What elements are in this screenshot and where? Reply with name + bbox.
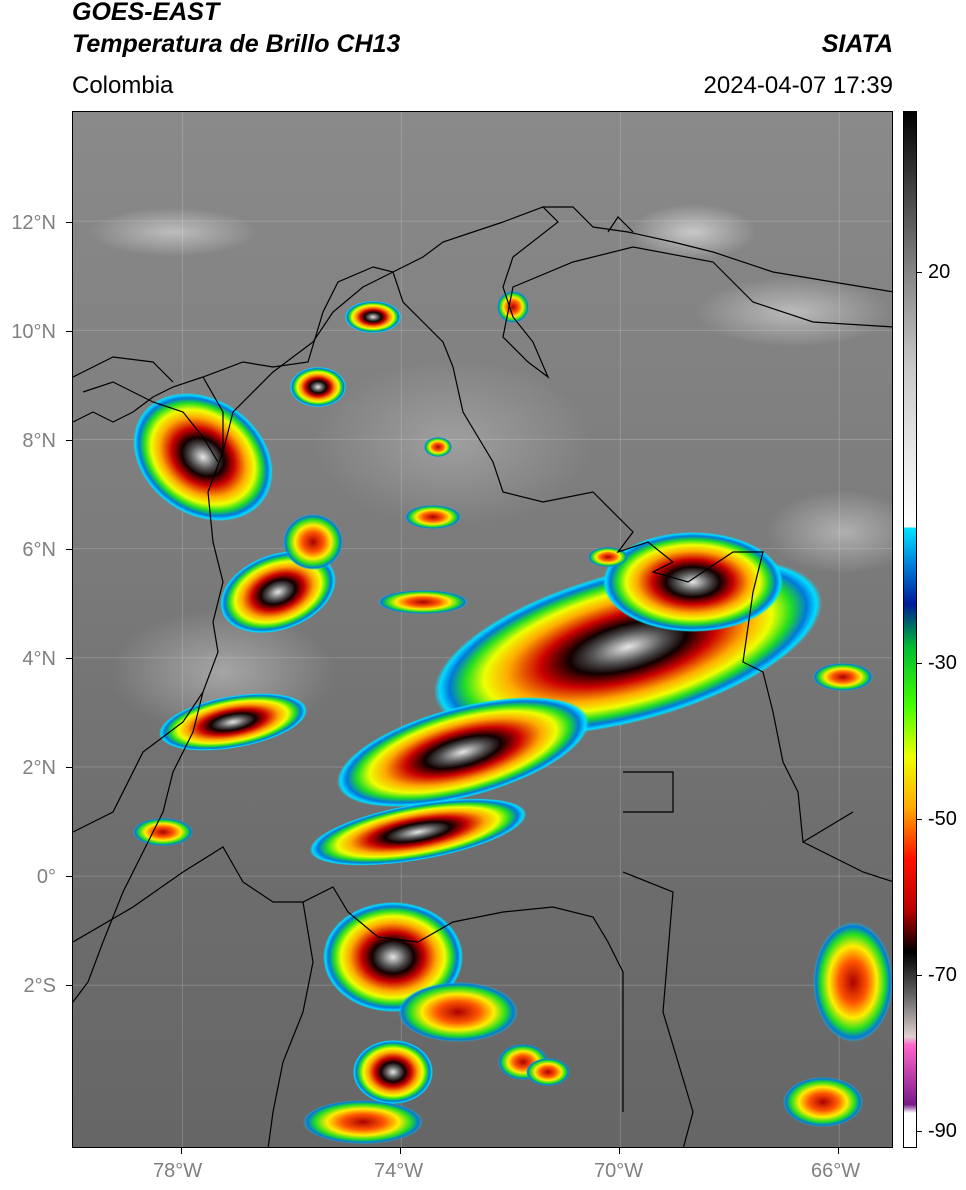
colorbar-tick xyxy=(917,663,922,664)
lon-label-70w: 70°W xyxy=(594,1160,644,1182)
agency-label: SIATA xyxy=(821,30,893,58)
lon-tick xyxy=(838,1148,839,1154)
colorbar-label-minus90: -90 xyxy=(928,1120,957,1142)
lat-tick xyxy=(66,767,72,768)
lat-label-2s: 2°S xyxy=(23,975,56,997)
datetime-label: 2024-04-07 17:39 xyxy=(703,72,894,99)
colorbar-tick xyxy=(917,975,922,976)
satellite-title: GOES-EAST xyxy=(72,0,220,26)
lat-label-10n: 10°N xyxy=(11,321,56,343)
colorbar-tick xyxy=(917,819,922,820)
lon-tick xyxy=(400,1148,401,1154)
colorbar-label-minus50: -50 xyxy=(928,808,957,830)
lat-tick xyxy=(66,658,72,659)
lat-tick xyxy=(66,331,72,332)
satellite-map xyxy=(72,111,893,1148)
lat-label-8n: 8°N xyxy=(22,430,56,452)
colorbar-tick xyxy=(917,1131,922,1132)
lat-tick xyxy=(66,440,72,441)
map-canvas xyxy=(73,112,892,1147)
lat-label-2n: 2°N xyxy=(22,757,56,779)
lon-tick xyxy=(181,1148,182,1154)
lat-label-4n: 4°N xyxy=(22,648,56,670)
political-borders xyxy=(73,206,892,1147)
temperature-colorbar xyxy=(903,111,917,1148)
lat-tick xyxy=(66,222,72,223)
lat-tick xyxy=(66,985,72,986)
lat-label-6n: 6°N xyxy=(22,539,56,561)
lat-tick xyxy=(66,549,72,550)
lat-tick xyxy=(66,876,72,877)
convective-cloud-areas xyxy=(133,291,892,1144)
lon-tick xyxy=(619,1148,620,1154)
colorbar-label-20: 20 xyxy=(928,261,951,283)
product-title: Temperatura de Brillo CH13 xyxy=(72,30,401,58)
lat-label-0: 0° xyxy=(36,866,56,888)
lon-label-66w: 66°W xyxy=(811,1160,861,1182)
region-label: Colombia xyxy=(72,72,174,99)
colorbar-tick xyxy=(917,272,922,273)
colorbar-label-minus70: -70 xyxy=(928,964,957,986)
lon-label-74w: 74°W xyxy=(374,1160,424,1182)
lon-label-78w: 78°W xyxy=(153,1160,203,1182)
lat-label-12n: 12°N xyxy=(11,212,56,234)
coastlines xyxy=(73,206,892,1003)
colorbar-label-minus30: -30 xyxy=(928,652,957,674)
